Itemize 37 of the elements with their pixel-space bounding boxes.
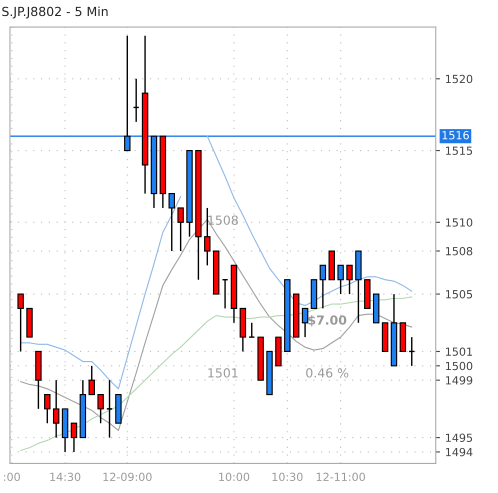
candlestick [17, 293, 24, 352]
candlestick [97, 394, 104, 424]
annotation: 1508 [208, 215, 238, 225]
candlestick [168, 192, 175, 252]
candlestick [44, 394, 51, 424]
candlestick [248, 322, 256, 338]
y-tick-label: 1515 [446, 146, 472, 155]
y-tick-label: 1501 [446, 347, 472, 356]
y-tick-label: 1508 [446, 246, 472, 256]
chart-title: S.JP.J8802 - 5 Min [2, 6, 108, 19]
y-tick-label: 1505 [446, 290, 472, 298]
candlestick [302, 308, 308, 338]
candlestick [222, 279, 228, 310]
candlestick [52, 379, 60, 438]
x-tick-label: 10:00 [219, 472, 250, 482]
y-tick-label: 1520 [446, 74, 472, 84]
y-tick-label: 1510 [446, 218, 472, 227]
line-series [20, 296, 412, 452]
annotation: 1501 [208, 368, 238, 378]
annotation: 0.46 % [306, 368, 348, 378]
x-tick-label: :00 [4, 472, 20, 482]
candlestick [88, 365, 95, 396]
candlestick [346, 264, 353, 295]
x-tick-label: 10:30 [272, 472, 303, 482]
ref-line-label: 1516 [442, 131, 469, 140]
candlestick [337, 264, 344, 295]
candlestick [106, 379, 113, 438]
y-tick-label: 1495 [446, 434, 472, 442]
candlestick [177, 207, 184, 252]
x-tick-label: 12-09:00 [103, 472, 152, 482]
y-tick-label: 1500 [446, 362, 472, 370]
y-tick-label: 1494 [446, 448, 472, 456]
x-tick-label: 14:30 [50, 472, 80, 482]
y-tick-label: 1499 [446, 376, 472, 385]
x-tick-label: 12-11:00 [316, 472, 365, 482]
candlestick [70, 422, 78, 453]
candlestick [320, 264, 326, 310]
